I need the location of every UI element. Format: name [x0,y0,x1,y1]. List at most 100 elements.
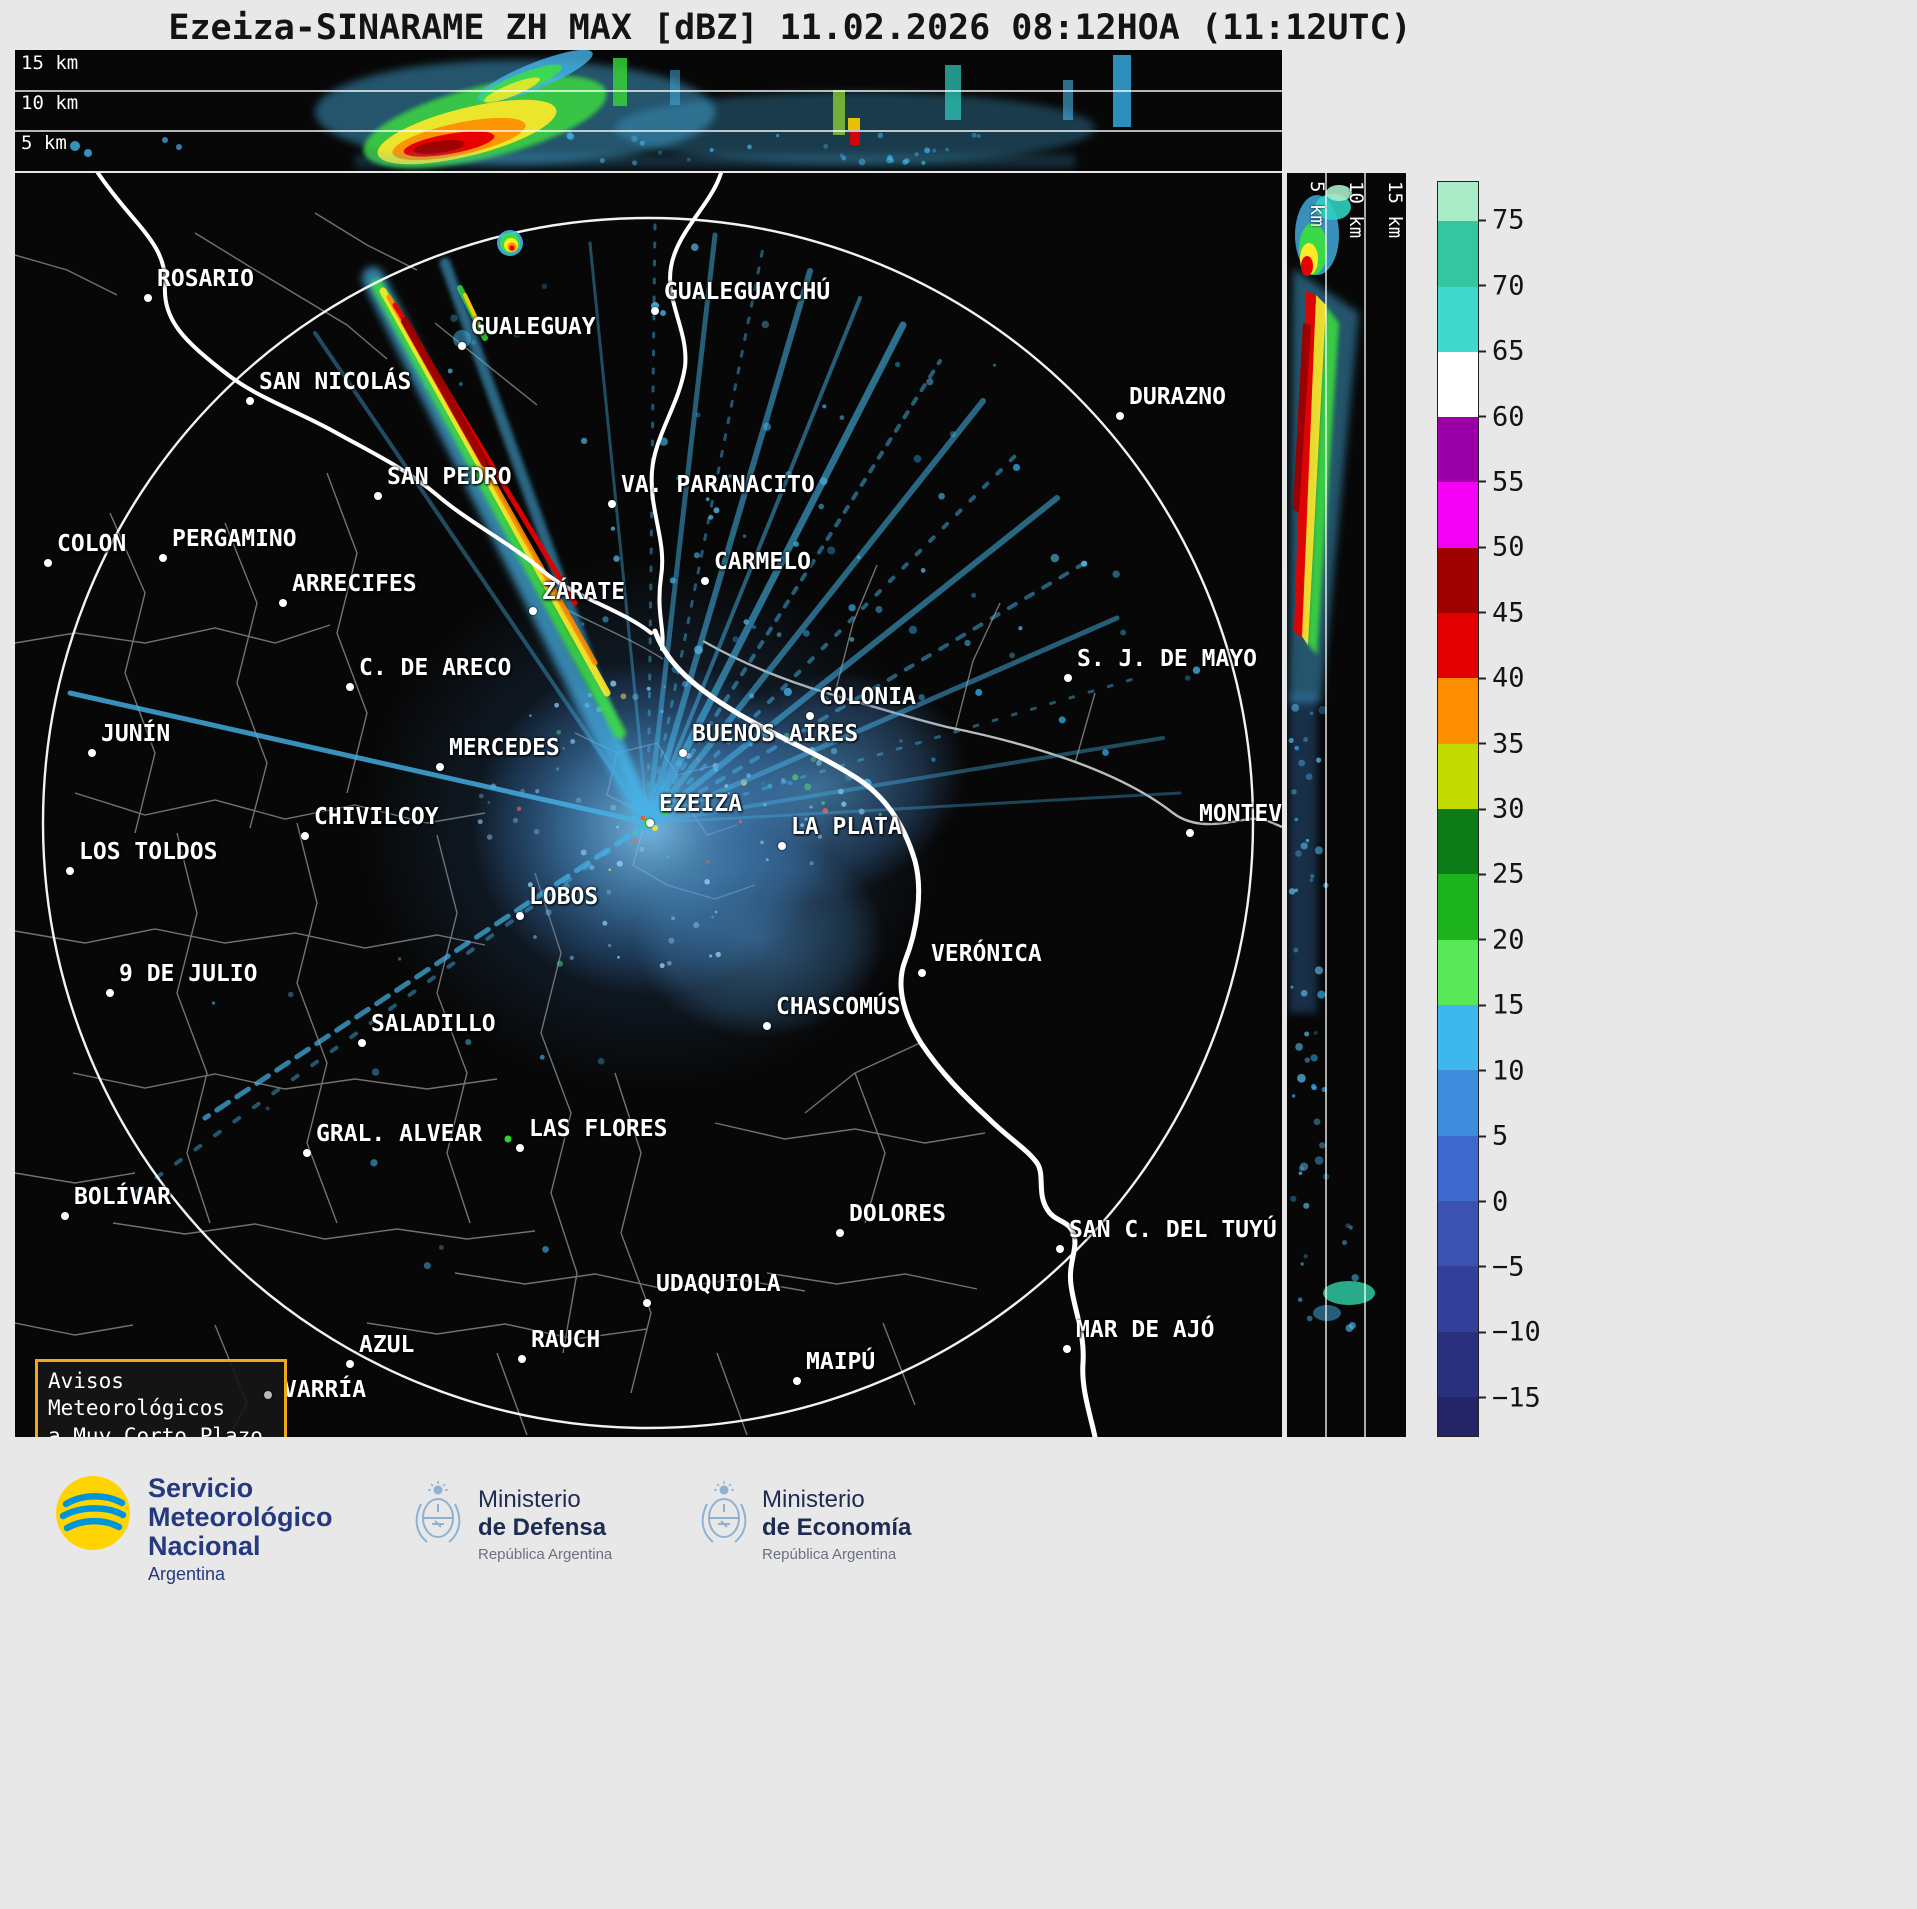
city-dot [918,969,926,977]
colorbar-tick-label: 75 [1492,204,1525,236]
city-dot [643,1299,651,1307]
city-dot [303,1149,311,1157]
city-dot [1064,674,1072,682]
city-dot [66,867,74,875]
colorbar-tick-label: 40 [1492,662,1525,694]
city-label: JUNÍN [101,721,171,747]
city-dot [61,1212,69,1220]
top-profile-speckles [566,132,981,166]
city-label: CARMELO [714,549,811,575]
city-label: AZUL [359,1332,415,1358]
colorbar-segment [1438,1070,1478,1136]
city-dot [679,749,687,757]
side-profile-echoes [1289,185,1375,1321]
city-dot [763,1022,771,1030]
city-label: LA PLATA [791,814,902,840]
altitude-label-15km: 15 km [21,52,79,74]
colorbar-tick-label: 45 [1492,597,1525,629]
colorbar-tick-label: 50 [1492,531,1525,563]
city-label: MAIPÚ [806,1349,876,1375]
smn-name-line: Meteorológico [148,1502,333,1533]
smn-logo [52,1472,134,1558]
colorbar-segment [1438,613,1478,679]
side-profile-gridlines [1325,173,1366,1437]
city-label: MONTEV [1199,801,1282,827]
reflectivity-colorbar [1437,181,1479,1437]
city-dot [516,1144,524,1152]
city-dot [651,307,659,315]
city-label: ARRECIFES [292,571,417,597]
colorbar-tick-label: 15 [1492,989,1525,1021]
colorbar-tick-mark [1479,1069,1486,1072]
city-label: C. DE ARECO [359,655,512,681]
colorbar-tick: 55 [1479,468,1525,495]
colorbar-segment [1438,1266,1478,1332]
city-dot [646,819,654,827]
colorbar-tick-mark [1479,284,1486,287]
smn-country: Argentina [148,1564,226,1585]
city-label: ZÁRATE [542,579,626,605]
colorbar-tick-label: 25 [1492,858,1525,890]
colorbar-ticks: 75 70 65 60 55 50 45 40 35 30 25 20 15 10 5 0 −5 −10 −15 [1479,181,1569,1437]
colorbar-segment [1438,874,1478,940]
colorbar-tick-mark [1479,1331,1486,1334]
side-altitude-label-15km: 15 km [1384,181,1406,239]
city-dot [701,577,709,585]
city-label: SALADILLO [371,1011,496,1037]
colorbar-tick-label: 30 [1492,793,1525,825]
colorbar-tick-label: 35 [1492,728,1525,760]
colorbar-segment [1438,1135,1478,1201]
city-dot [1186,829,1194,837]
city-label: VARRÍA [283,1377,367,1403]
city-label: SAN NICOLÁS [259,369,412,395]
ministry-name-bottom: de Economía [762,1513,912,1541]
page-title: Ezeiza-SINARAME ZH MAX [dBZ] 11.02.2026 … [168,8,1412,48]
colorbar-tick-label: 55 [1492,466,1525,498]
colorbar-tick-mark [1479,1135,1486,1138]
city-label: LAS FLORES [529,1116,668,1142]
colorbar-tick-mark [1479,480,1486,483]
ministry-name-top: Ministerio [762,1486,865,1513]
colorbar-tick: 25 [1479,861,1525,888]
top-altitude-profile-panel: 15 km 10 km 5 km [15,50,1282,171]
city-dot [1116,412,1124,420]
city-dot [301,832,309,840]
city-dot [778,842,786,850]
city-dot [1056,1245,1064,1253]
defensa-coat-of-arms-icon [412,1480,464,1550]
city-label: 9 DE JULIO [119,961,258,987]
colorbar-segment [1438,221,1478,287]
side-altitude-label-5km: 5 km [1306,181,1328,227]
colorbar-segment [1438,547,1478,614]
colorbar-tick-mark [1479,546,1486,549]
city-dot [608,500,616,508]
colorbar-segment [1438,351,1478,418]
colorbar-segment [1438,182,1478,222]
city-dot [436,763,444,771]
city-label: BOLÍVAR [74,1184,171,1210]
city-label: VERÓNICA [931,941,1042,967]
colorbar-tick: 5 [1479,1123,1508,1150]
city-label: ROSARIO [157,266,254,292]
colorbar-tick-label: 70 [1492,270,1525,302]
colorbar-tick-mark [1479,611,1486,614]
city-dot [529,607,537,615]
colorbar-tick-label: 10 [1492,1055,1525,1087]
colorbar-tick: −15 [1479,1384,1541,1411]
smn-wordmark: Servicio Meteorológico Nacional Argentin… [148,1473,333,1585]
colorbar-tick-mark [1479,808,1486,810]
city-dot [346,683,354,691]
city-label: SAN C. DEL TUYÚ [1069,1217,1277,1243]
colorbar-segment [1438,482,1478,548]
colorbar-tick-mark [1479,873,1486,876]
side-profile-speckles [1288,703,1359,1333]
city-label: MAR DE AJÓ [1076,1317,1215,1343]
colorbar-tick: 0 [1479,1188,1508,1215]
city-label: RAUCH [531,1327,601,1353]
city-layer: ROSARIO GUALEGUAYCHÚ GUALEGUAY SAN NICOLÁS S… [15,173,1282,1437]
city-label: UDAQUIOLA [656,1271,781,1297]
smn-name-line: Nacional [148,1531,261,1562]
city-label: GRAL. ALVEAR [316,1121,483,1147]
altitude-label-10km: 10 km [21,92,79,114]
colorbar-tick-mark [1479,219,1486,222]
